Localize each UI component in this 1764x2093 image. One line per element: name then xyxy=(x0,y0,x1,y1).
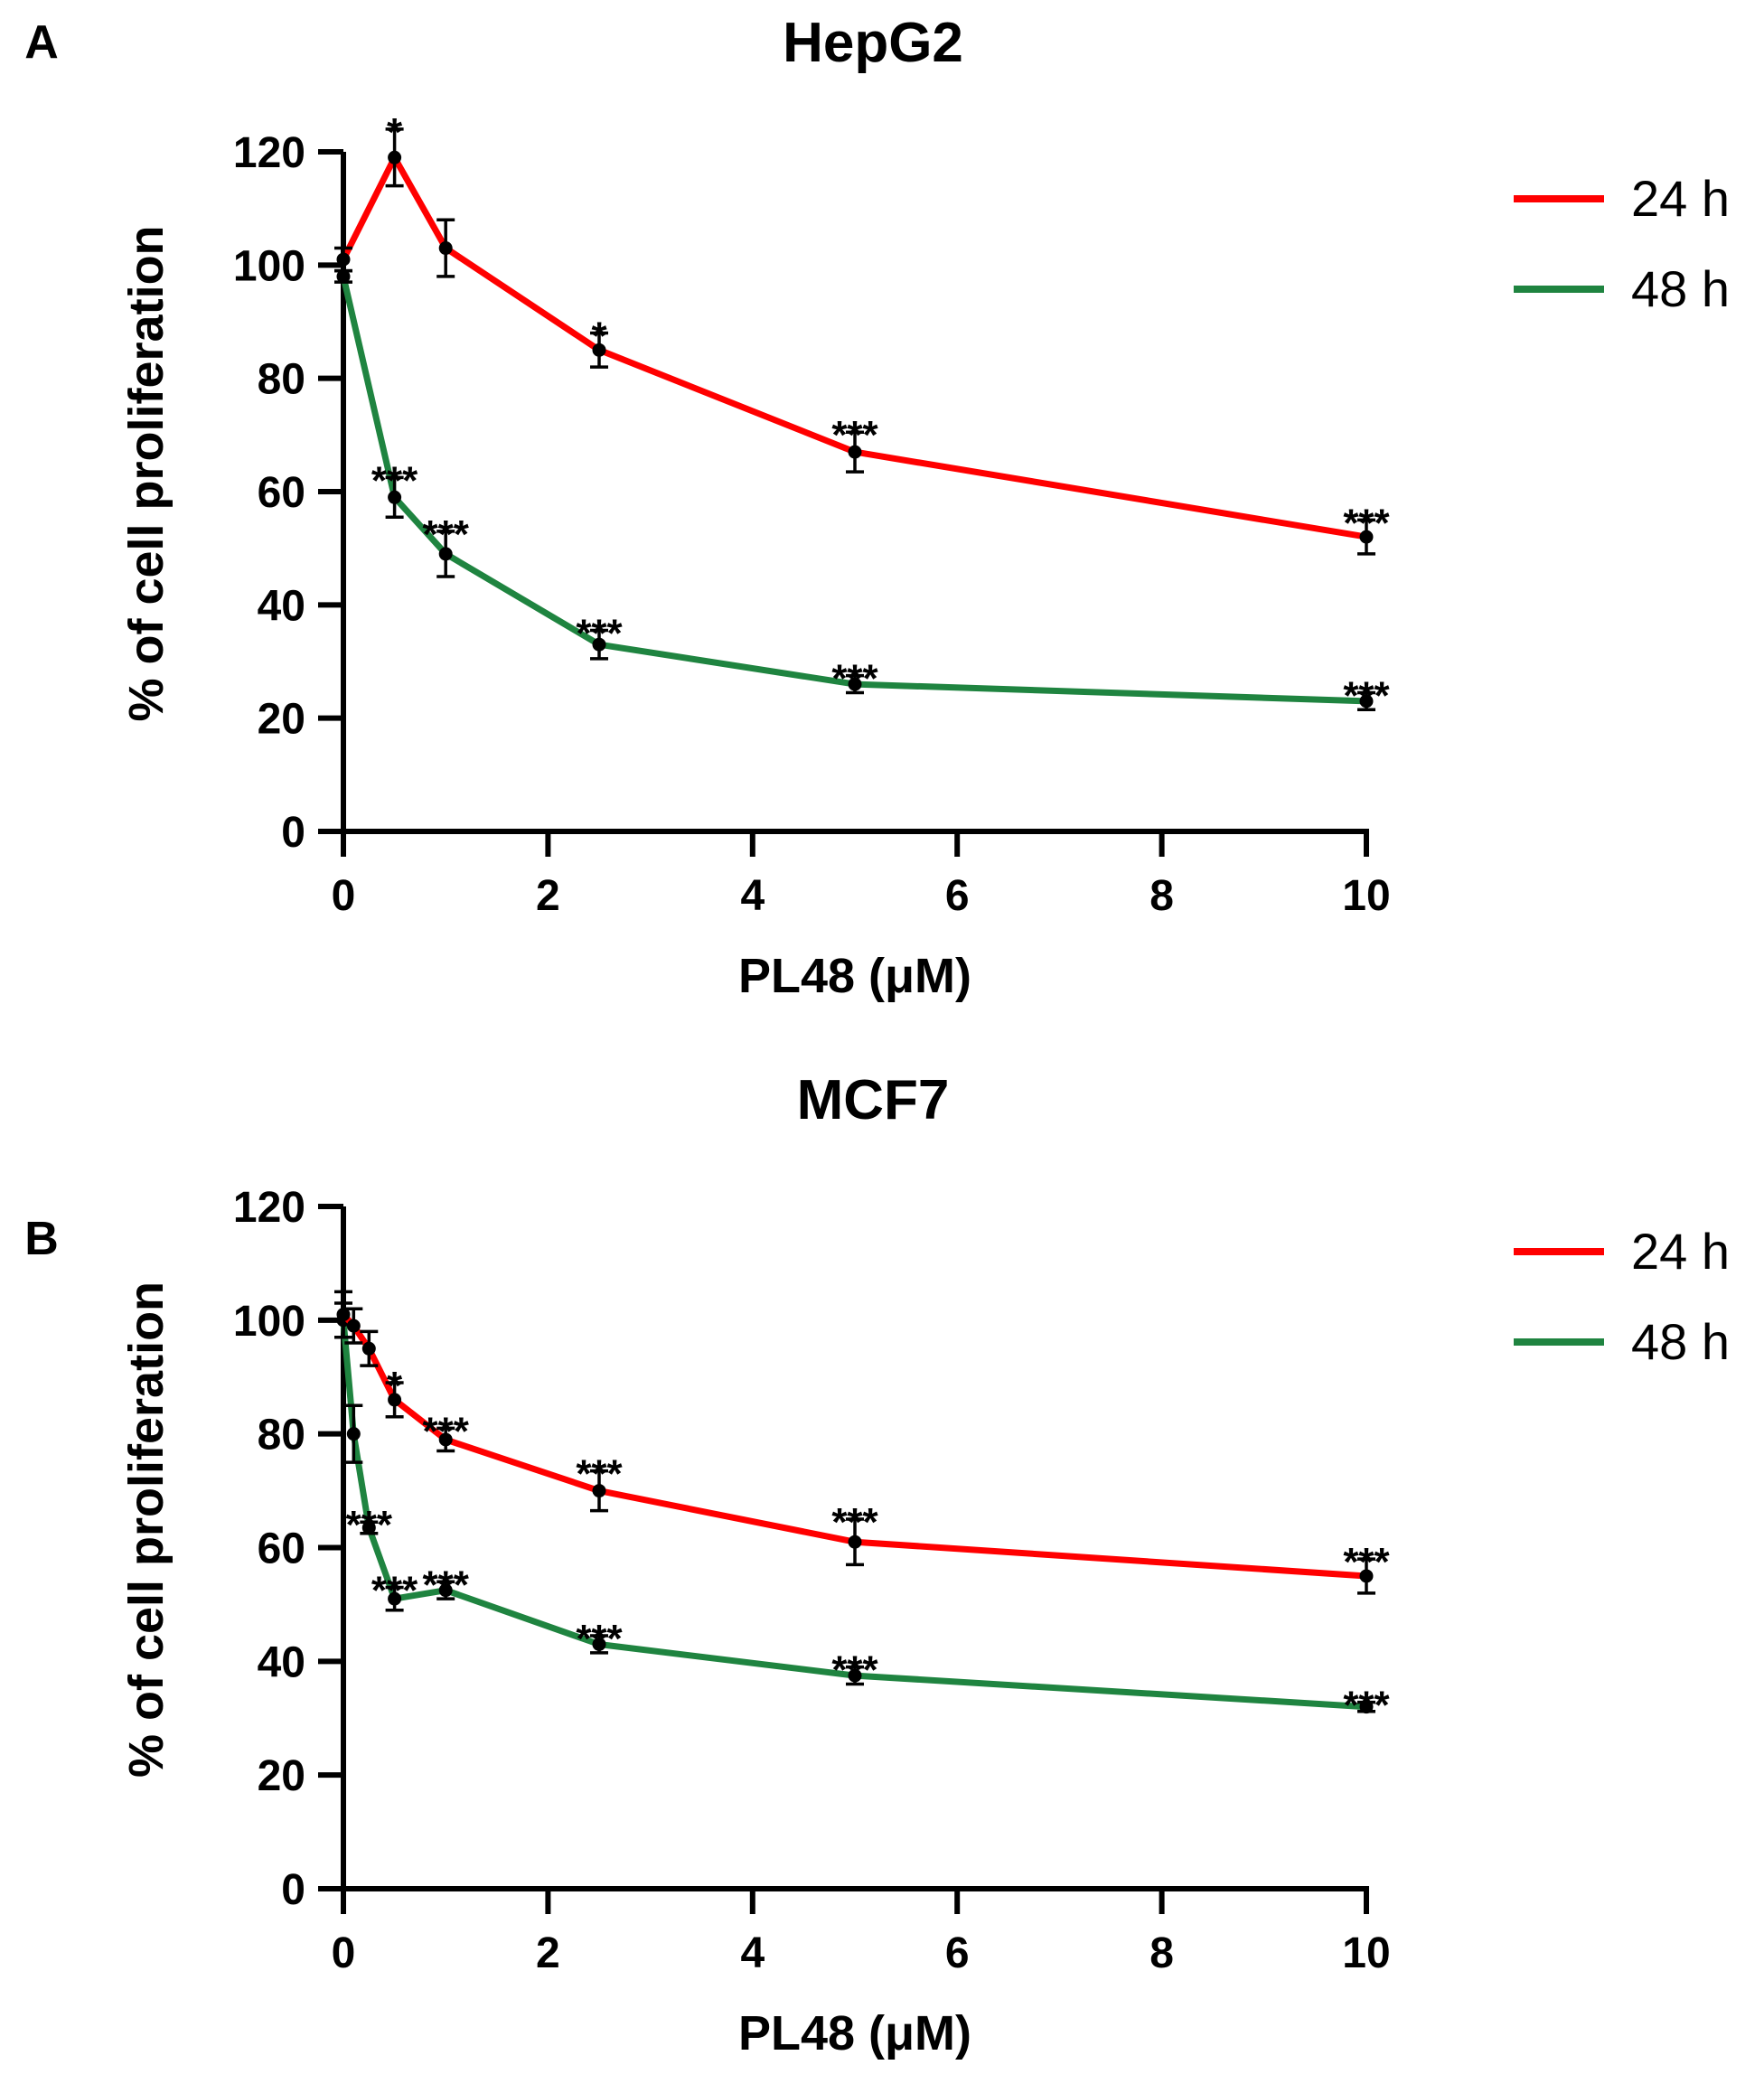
y-tick-label: 40 xyxy=(258,1638,305,1686)
legend: 24 h 48 h xyxy=(1514,170,1730,317)
x-axis-label: PL48 (μM) xyxy=(738,2006,971,2060)
data-point xyxy=(388,1591,402,1606)
data-point xyxy=(1359,694,1374,709)
significance-label: *** xyxy=(371,458,418,502)
data-point xyxy=(848,677,862,691)
data-point xyxy=(848,1535,862,1549)
significance-label: *** xyxy=(831,657,878,701)
data-point xyxy=(388,150,402,164)
data-point xyxy=(346,1427,361,1441)
x-tick-label: 10 xyxy=(1342,872,1390,920)
significance-label: *** xyxy=(1343,1540,1390,1584)
significance-label: *** xyxy=(576,1617,623,1661)
x-axis-label: PL48 (μM) xyxy=(738,949,971,1003)
panel-mcf7: B MCF7 0 20 40 60 80 100 120 0 2 4 6 8 10 PL48 (μM) % of… xyxy=(24,1069,1730,2060)
legend: 24 h 48 h xyxy=(1514,1223,1730,1370)
series-48h: ************ *** xyxy=(334,268,1391,718)
y-tick-label: 40 xyxy=(258,582,305,630)
chart-title: HepG2 xyxy=(783,12,963,74)
y-tick-label: 20 xyxy=(258,696,305,744)
data-point xyxy=(592,637,606,652)
data-point xyxy=(592,1484,606,1498)
significance-label: * xyxy=(591,314,607,359)
y-tick-label: 60 xyxy=(258,469,305,517)
data-point xyxy=(1359,1569,1374,1583)
data-point xyxy=(1359,530,1374,544)
data-point xyxy=(361,1520,376,1535)
panel-label: B xyxy=(24,1213,59,1265)
legend-label: 48 h xyxy=(1631,1313,1730,1370)
chart-title: MCF7 xyxy=(797,1069,950,1131)
data-point xyxy=(336,269,351,284)
y-tick-label: 20 xyxy=(258,1752,305,1800)
significance-label: *** xyxy=(576,1452,623,1497)
significance-label: *** xyxy=(423,1409,470,1453)
series-line xyxy=(340,1317,1370,1711)
y-tick-label: 120 xyxy=(233,1184,305,1232)
data-point xyxy=(336,252,351,267)
significance-label: *** xyxy=(423,512,470,557)
data-point xyxy=(848,1668,862,1683)
significance-label: *** xyxy=(346,1503,393,1547)
legend-label: 24 h xyxy=(1631,1223,1730,1280)
significance-label: *** xyxy=(1343,673,1390,718)
y-tick-label: 120 xyxy=(233,129,305,177)
series-line xyxy=(340,154,1370,540)
significance-label: *** xyxy=(371,1569,418,1613)
x-tick-label: 2 xyxy=(536,1929,560,1977)
x-tick-label: 0 xyxy=(332,872,356,920)
y-tick-label: 0 xyxy=(281,1866,305,1914)
data-point xyxy=(438,1583,453,1598)
y-tick-label: 80 xyxy=(258,1412,305,1459)
y-tick-label: 80 xyxy=(258,356,305,404)
series-24h: ******** xyxy=(334,110,1391,556)
series-48h: ****** ************ xyxy=(334,1301,1391,1728)
data-point xyxy=(438,241,453,256)
legend-label: 48 h xyxy=(1631,260,1730,317)
data-point xyxy=(592,343,606,357)
panel-hepg2: A HepG2 0 20 40 60 80 100 120 0 2 4 6 8 10 PL48 (μM) % o… xyxy=(24,12,1730,1003)
x-tick-label: 2 xyxy=(536,872,560,920)
significance-label: *** xyxy=(831,413,878,457)
significance-label: *** xyxy=(1343,1684,1390,1728)
data-point xyxy=(346,1319,361,1333)
significance-label: *** xyxy=(576,612,623,656)
data-point xyxy=(848,445,862,459)
y-axis-label: % of cell proliferation xyxy=(119,225,174,721)
data-point xyxy=(438,547,453,561)
y-tick-label: 100 xyxy=(233,1298,305,1346)
panel-label: A xyxy=(24,16,59,69)
x-tick-label: 8 xyxy=(1149,872,1174,920)
data-point xyxy=(388,1393,402,1407)
significance-label: *** xyxy=(1343,501,1390,545)
x-tick-label: 4 xyxy=(740,872,765,920)
significance-label: * xyxy=(387,1364,403,1408)
y-tick-label: 100 xyxy=(233,242,305,290)
data-point xyxy=(388,490,402,504)
series-24h: ************* xyxy=(334,1290,1391,1595)
significance-label: *** xyxy=(423,1563,470,1607)
x-tick-label: 8 xyxy=(1149,1929,1174,1977)
data-point xyxy=(438,1432,453,1447)
x-tick-label: 6 xyxy=(945,1929,970,1977)
data-point xyxy=(1359,1700,1374,1714)
series-line xyxy=(340,273,1370,705)
data-point xyxy=(336,1308,351,1322)
significance-label: * xyxy=(387,110,403,155)
legend-label: 24 h xyxy=(1631,170,1730,227)
data-point xyxy=(361,1341,376,1356)
y-axis-label: % of cell proliferation xyxy=(119,1281,174,1778)
x-tick-label: 0 xyxy=(332,1929,356,1977)
significance-label: *** xyxy=(831,1648,878,1693)
x-tick-label: 6 xyxy=(945,872,970,920)
x-tick-label: 10 xyxy=(1342,1929,1390,1977)
significance-label: *** xyxy=(831,1500,878,1544)
y-tick-label: 60 xyxy=(258,1525,305,1573)
y-tick-label: 0 xyxy=(281,809,305,857)
data-point xyxy=(592,1637,606,1651)
x-tick-label: 4 xyxy=(740,1929,765,1977)
